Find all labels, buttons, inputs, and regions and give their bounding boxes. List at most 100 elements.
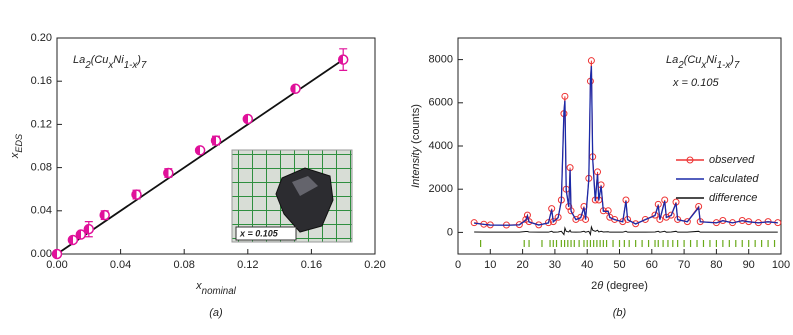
x-axis-label: xnominal <box>195 280 236 297</box>
text-part: 7 <box>141 60 147 71</box>
inset-label-box <box>235 226 297 241</box>
text-part: x <box>700 60 707 71</box>
text-part: nominal <box>202 286 237 297</box>
text-part: 2 <box>84 60 91 71</box>
observed-point <box>651 211 659 219</box>
x-tick-label: 80 <box>710 259 722 271</box>
text-part: x <box>195 280 202 292</box>
y-tick-label: 8000 <box>429 54 453 66</box>
text-part: La <box>666 54 678 66</box>
point <box>210 135 222 146</box>
point <box>99 209 110 221</box>
x-tick-label: 0.20 <box>364 259 385 271</box>
text-part: (degree) <box>603 280 648 292</box>
text-part: ) <box>135 54 141 66</box>
observed-point <box>719 217 727 225</box>
text-part: x <box>107 60 114 71</box>
y-axis-label: Intensity (counts) <box>410 104 422 188</box>
text-part: Intensity <box>410 145 422 187</box>
text-part: La <box>73 54 85 66</box>
legend-label: observed <box>709 154 755 166</box>
y-tick-label: 2000 <box>429 183 453 195</box>
text-part: (Cu <box>91 54 109 66</box>
x-tick-label: 0.12 <box>237 259 258 271</box>
text-part: 2 <box>591 280 597 292</box>
y-tick-label: 0.04 <box>31 205 52 217</box>
observed-point <box>561 92 569 100</box>
x-tick-label: 0.04 <box>110 259 131 271</box>
y-tick-label: 0.20 <box>31 32 52 44</box>
text-part: θ <box>597 280 603 292</box>
plot-frame <box>457 37 782 255</box>
x-tick-label: 70 <box>678 259 690 271</box>
annotation: La2(CuxNi1-x)7 <box>73 54 147 71</box>
y-tick-label: 6000 <box>429 97 453 109</box>
legend-label: calculated <box>709 173 759 185</box>
text-part: x <box>9 152 21 159</box>
x-tick-label: 20 <box>516 259 528 271</box>
x-tick-label: 0.16 <box>301 259 322 271</box>
point <box>163 167 174 179</box>
observed-point <box>611 215 619 223</box>
legend-marker <box>686 156 694 164</box>
x-tick-label: 0.08 <box>173 259 194 271</box>
x-tick-label: 0 <box>455 259 461 271</box>
plot-frame <box>56 37 376 255</box>
observed-point <box>554 213 562 221</box>
point <box>51 248 63 260</box>
y-axis-label: xEDS <box>9 134 25 159</box>
x-tick-label: 40 <box>581 259 593 271</box>
point <box>67 234 79 246</box>
x-tick-label: 90 <box>743 259 755 271</box>
text-part: ) <box>728 54 734 66</box>
text-part: 1-x <box>124 60 139 71</box>
point <box>242 113 254 125</box>
x-axis-label: 2θ (degree) <box>591 280 648 292</box>
y-tick-label: 0.12 <box>31 118 52 130</box>
y-tick-label: 4000 <box>429 140 453 152</box>
observed-point <box>641 215 649 223</box>
text-part: 7 <box>734 60 740 71</box>
observed-point <box>470 219 478 227</box>
point <box>75 229 87 240</box>
observed-point <box>667 211 675 219</box>
x-tick-label: 60 <box>646 259 658 271</box>
observed-point <box>632 220 640 228</box>
y-tick-label: 0.08 <box>31 162 52 174</box>
point <box>131 189 142 200</box>
x-tick-label: 100 <box>772 259 790 271</box>
observed-point <box>544 219 552 227</box>
text-part: EDS <box>14 134 24 153</box>
annotation-2: x = 0.105 <box>672 77 719 89</box>
text-part: (Cu <box>684 54 702 66</box>
inset-photo: x = 0.105 <box>231 149 353 243</box>
observed-point <box>738 217 746 225</box>
text-part: Ni <box>113 54 124 66</box>
text-part: (counts) <box>410 104 422 147</box>
inset-label: x = 0.105 <box>239 228 279 238</box>
crystal-highlight <box>292 176 318 196</box>
x-tick-label: 30 <box>549 259 561 271</box>
y-tick-label: 0.00 <box>31 248 52 260</box>
text-part: Ni <box>706 54 717 66</box>
point <box>83 223 95 235</box>
observed-point <box>587 57 595 65</box>
panel-label: (a) <box>209 307 223 319</box>
x-tick-label: 0.00 <box>46 259 67 271</box>
point <box>290 83 301 95</box>
x-tick-label: 10 <box>484 259 496 271</box>
x-tick-label: 50 <box>613 259 625 271</box>
panel-label: (b) <box>613 307 627 319</box>
point <box>194 145 206 156</box>
observed-point <box>525 218 533 226</box>
series-line <box>474 66 778 226</box>
series-line <box>474 225 778 237</box>
text-part: 1-x <box>717 60 732 71</box>
crystal <box>275 167 334 233</box>
legend-label: difference <box>709 192 757 204</box>
annotation: La2(CuxNi1-x)7 <box>666 54 740 71</box>
point <box>337 54 349 65</box>
y-tick-label: 0.16 <box>31 75 52 87</box>
y-tick-label: 0 <box>447 226 453 238</box>
